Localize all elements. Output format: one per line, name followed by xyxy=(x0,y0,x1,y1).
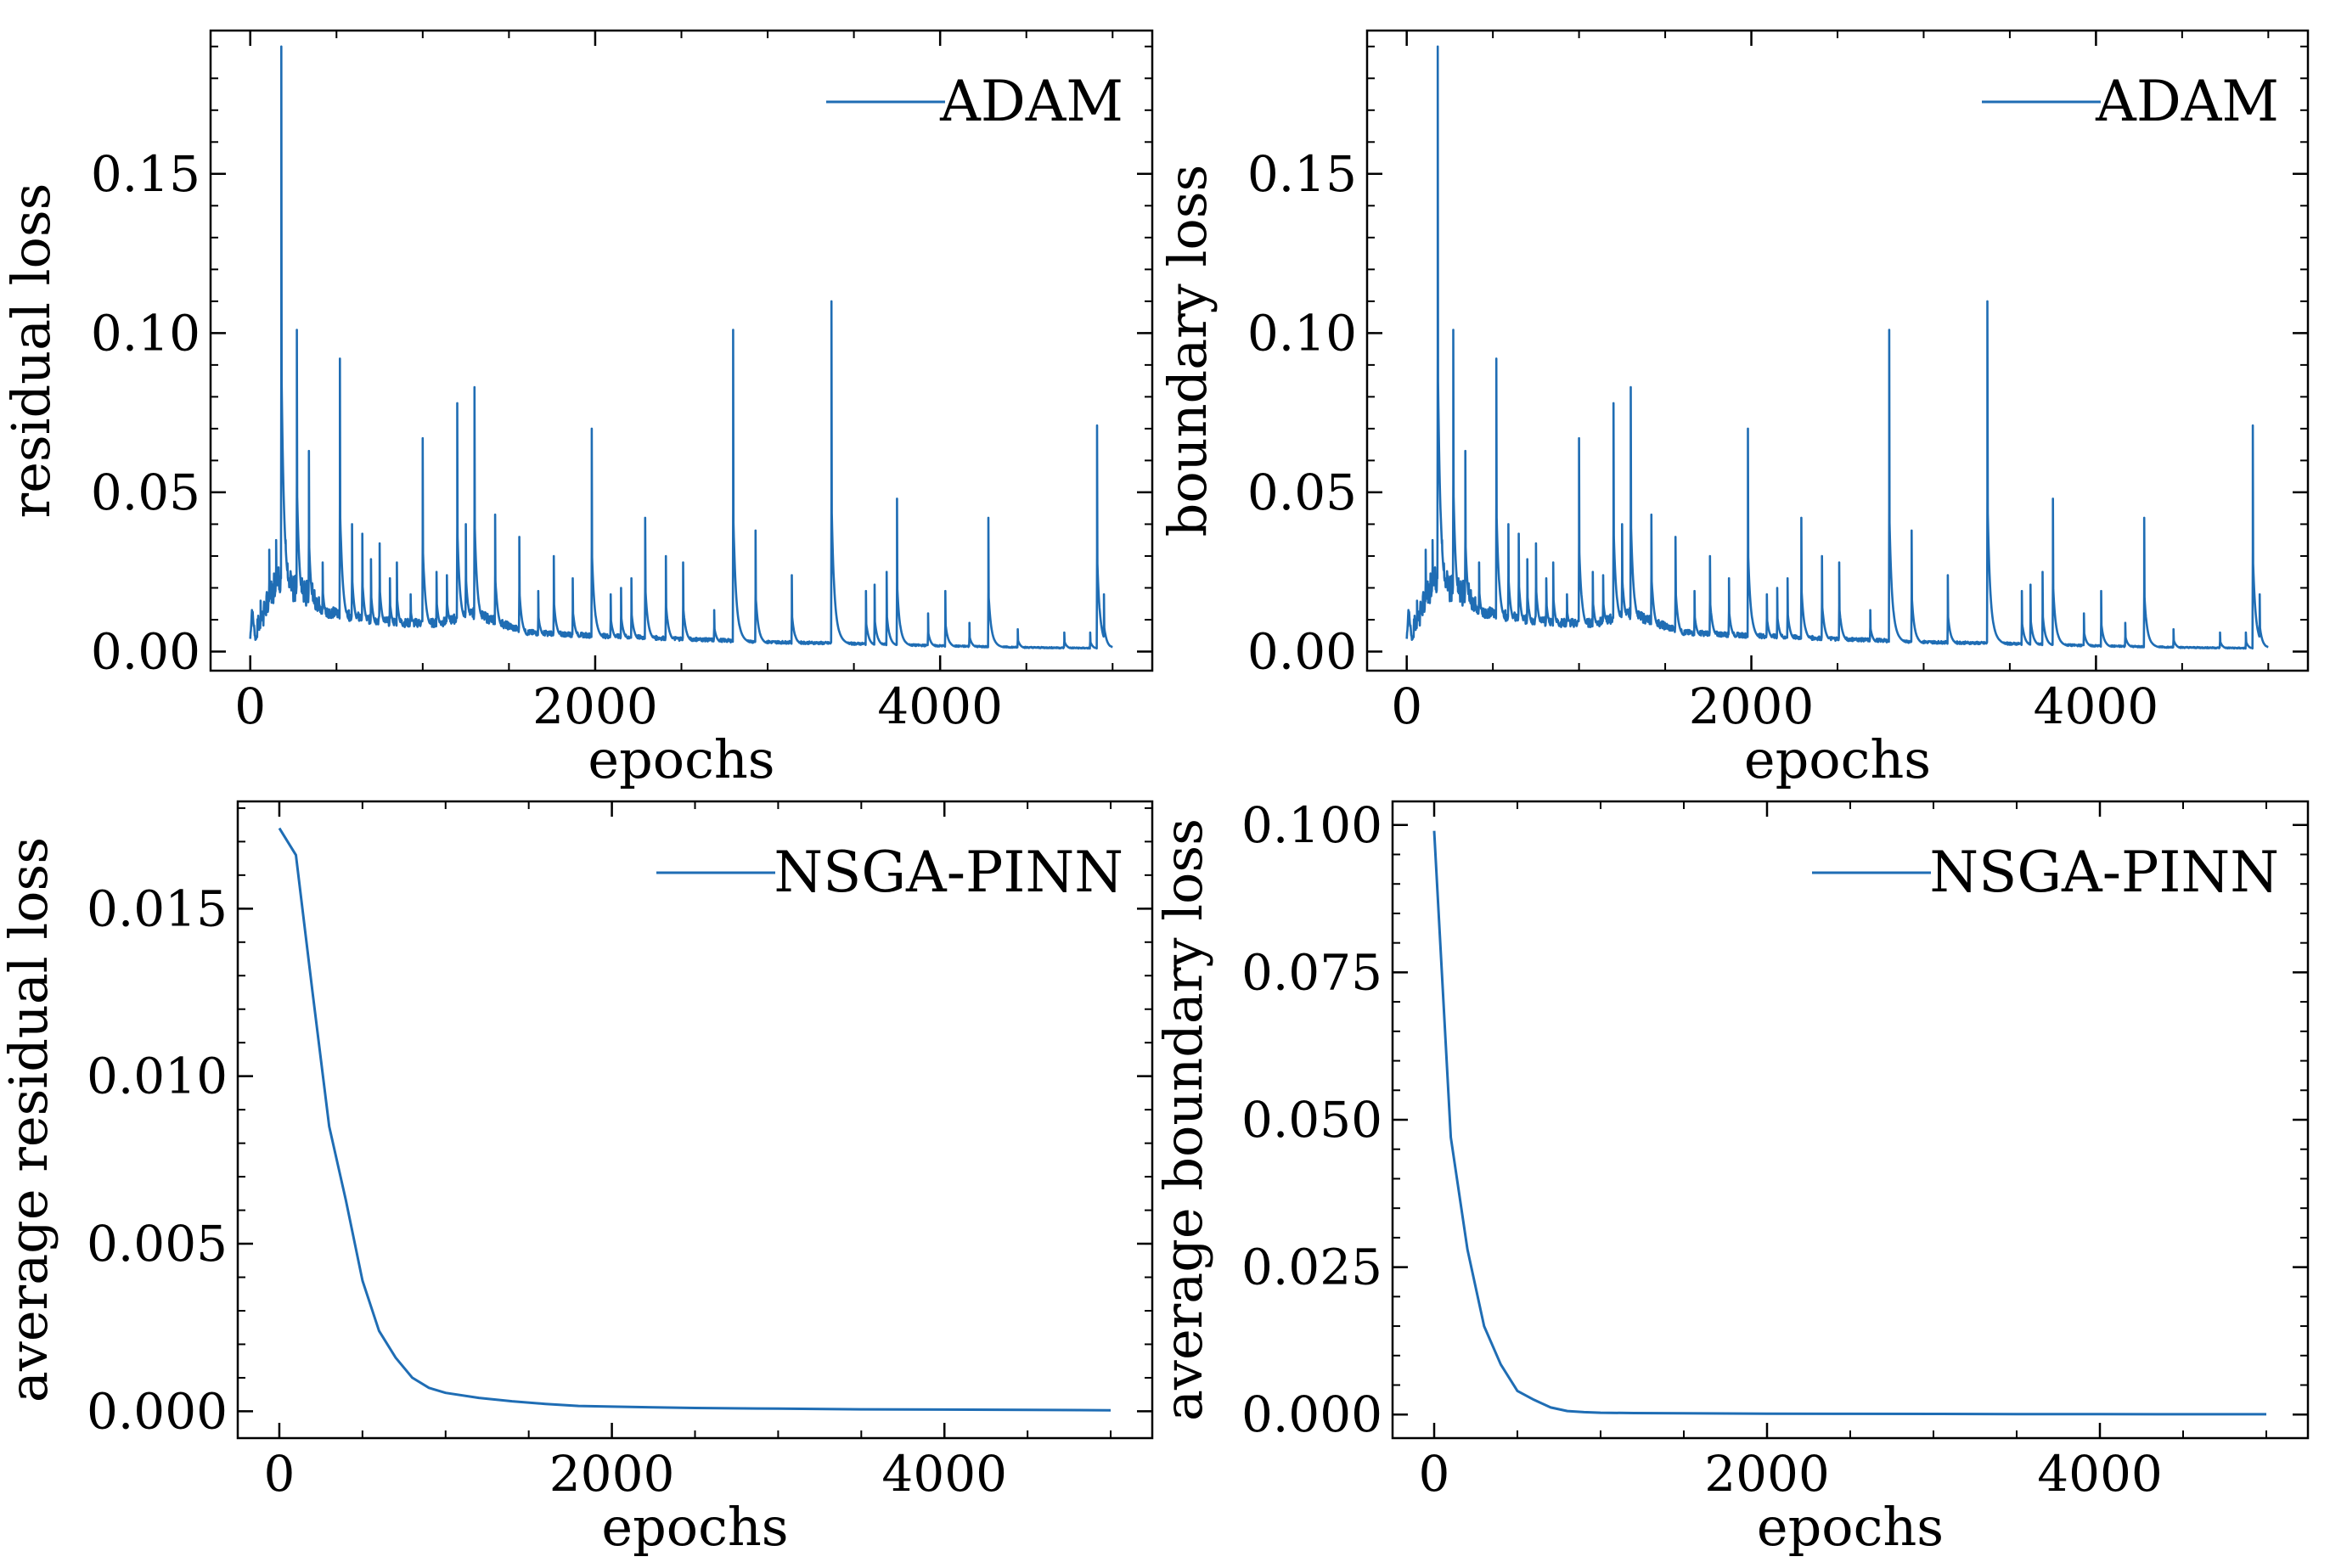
x-tick-label: 4000 xyxy=(2034,677,2159,735)
x-tick-label: 0 xyxy=(1419,1445,1450,1503)
y-tick-label: 0.000 xyxy=(87,1382,228,1440)
subplot-bottom-left: 0 2000 4000 0.000 0.005 0.010 0.015 epochs avera… xyxy=(0,800,1154,1558)
series-line-nsga-pinn xyxy=(278,827,1112,1412)
legend-label: NSGA-PINN xyxy=(1929,840,2279,905)
legend-label: NSGA-PINN xyxy=(774,840,1123,905)
y-axis-label: residual loss xyxy=(0,183,62,519)
y-tick-label: 0.05 xyxy=(1247,464,1357,521)
legend-label: ADAM xyxy=(2095,69,2279,134)
x-tick-label: 4000 xyxy=(881,1445,1007,1503)
y-tick-label: 0.00 xyxy=(91,622,200,680)
y-tick-label: 0.025 xyxy=(1241,1239,1382,1296)
legend-label: ADAM xyxy=(939,69,1123,134)
legend: ADAM xyxy=(826,69,1123,134)
y-tick-label: 0.000 xyxy=(1241,1385,1382,1443)
y-tick-label: 0.005 xyxy=(87,1215,228,1273)
x-tick-label: 4000 xyxy=(2037,1445,2163,1503)
x-axis-label: epochs xyxy=(601,1496,788,1558)
y-axis-label: average boundary loss xyxy=(1152,818,1214,1421)
y-tick-label: 0.100 xyxy=(1241,796,1382,854)
series-line-adam xyxy=(249,45,1114,650)
series-line-nsga-pinn xyxy=(1432,830,2266,1416)
y-tick-label: 0.075 xyxy=(1241,943,1382,1001)
y-tick-label: 0.05 xyxy=(91,464,200,521)
x-axis-label: epochs xyxy=(588,728,774,790)
y-axis-label: boundary loss xyxy=(1157,165,1218,537)
y-tick-label: 0.00 xyxy=(1247,622,1357,680)
x-tick-label: 0 xyxy=(264,1445,295,1503)
subplot-top-right: 0 2000 4000 0.00 0.05 0.10 0.15 epochs boundary … xyxy=(1157,29,2310,790)
y-axis-label: average residual loss xyxy=(0,837,59,1402)
subplot-bottom-right: 0 2000 4000 0.000 0.025 0.050 0.075 0.100 epochs… xyxy=(1152,796,2310,1558)
legend: NSGA-PINN xyxy=(656,840,1123,905)
y-tick-label: 0.10 xyxy=(1247,304,1357,362)
x-tick-label: 2000 xyxy=(1689,677,1815,735)
x-axis-label: epochs xyxy=(1757,1496,1944,1558)
x-axis-label: epochs xyxy=(1744,728,1931,790)
series-line-adam xyxy=(1405,45,2270,650)
y-tick-label: 0.15 xyxy=(1247,145,1357,203)
y-tick-label: 0.015 xyxy=(87,880,228,937)
x-tick-label: 2000 xyxy=(549,1445,675,1503)
y-tick-label: 0.10 xyxy=(91,304,200,362)
y-tick-label: 0.15 xyxy=(91,145,200,203)
x-tick-label: 2000 xyxy=(1704,1445,1830,1503)
x-tick-label: 0 xyxy=(1391,677,1422,735)
x-tick-label: 0 xyxy=(234,677,266,735)
x-tick-label: 2000 xyxy=(532,677,658,735)
y-tick-label: 0.050 xyxy=(1241,1091,1382,1149)
legend: ADAM xyxy=(1982,69,2279,134)
x-tick-label: 4000 xyxy=(877,677,1003,735)
y-tick-label: 0.010 xyxy=(87,1048,228,1105)
legend: NSGA-PINN xyxy=(1812,840,2279,905)
subplot-top-left: 0 2000 4000 0.00 0.05 0.10 0.15 epochs residual … xyxy=(0,29,1154,790)
